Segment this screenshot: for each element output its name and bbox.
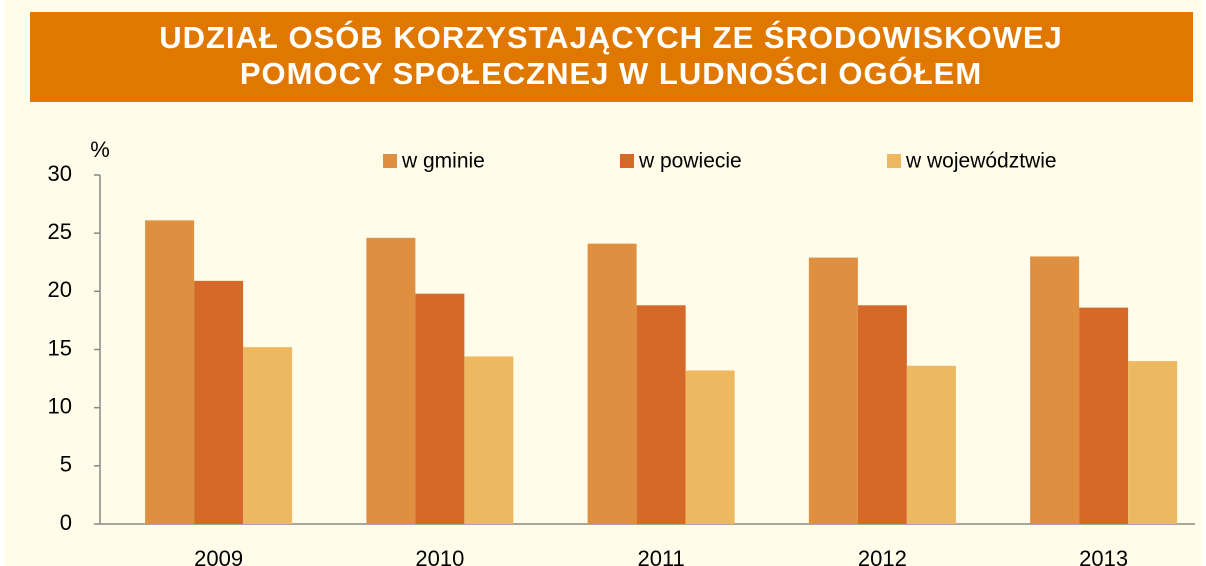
bar: [366, 237, 416, 524]
legend-swatch: [620, 154, 634, 168]
legend-swatch: [887, 154, 901, 168]
bar: [1030, 256, 1080, 524]
bar: [145, 220, 195, 524]
y-tick-label: 20: [48, 277, 72, 302]
bar: [1079, 307, 1129, 524]
y-axis-label: %: [90, 137, 110, 162]
legend-label: w województwie: [905, 150, 1057, 173]
x-tick-label: 2010: [415, 546, 464, 566]
legend-swatch: [383, 154, 397, 168]
y-tick-label: 25: [48, 219, 72, 244]
chart-title: UDZIAŁ OSÓB KORZYSTAJĄCYCH ZE ŚRODOWISKO…: [159, 19, 1063, 55]
title-banner: [30, 12, 1193, 102]
y-tick-label: 0: [60, 510, 72, 535]
x-tick-label: 2011: [637, 546, 684, 566]
legend-label: w gminie: [401, 150, 485, 173]
y-tick-label: 10: [48, 393, 72, 418]
y-tick-label: 15: [48, 335, 72, 360]
x-tick-label: 2013: [1079, 546, 1128, 566]
y-tick-label: 5: [60, 452, 72, 477]
bar: [464, 356, 514, 524]
x-tick-label: 2009: [194, 546, 243, 566]
bar: [194, 280, 244, 524]
bar: [906, 365, 956, 524]
bar: [1128, 361, 1178, 524]
bar: [857, 305, 907, 524]
legend-label: w powiecie: [638, 150, 742, 173]
bar: [685, 370, 735, 524]
chart-title: POMOCY SPOŁECZNEJ W LUDNOŚCI OGÓŁEM: [240, 55, 982, 91]
bar: [243, 347, 293, 524]
bar: [415, 293, 465, 524]
bar: [808, 257, 858, 524]
bar: [636, 305, 686, 524]
bar: [587, 243, 637, 525]
x-tick-label: 2012: [858, 546, 907, 566]
y-tick-label: 30: [48, 161, 72, 186]
